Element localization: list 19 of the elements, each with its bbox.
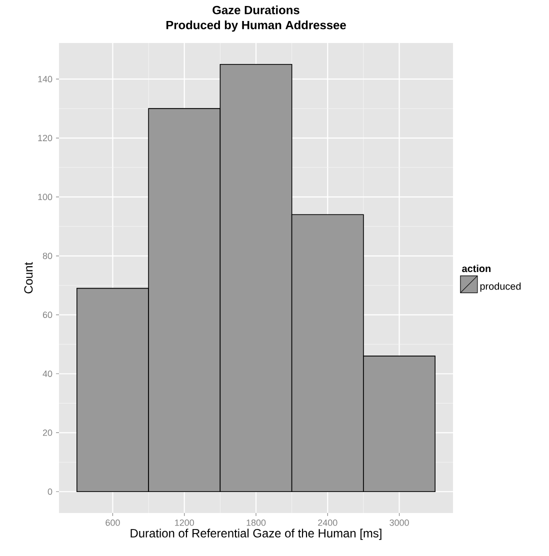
y-tick-label: 140 xyxy=(38,76,52,82)
x-tick-label: 3000 xyxy=(390,519,409,526)
x-tick-label: 1200 xyxy=(175,519,194,526)
y-axis-title: Count xyxy=(24,262,33,294)
y-tick-label: 0 xyxy=(48,488,52,495)
y-tick-label: 60 xyxy=(42,312,52,318)
x-tick-label: 600 xyxy=(106,519,120,526)
y-tick-label: 40 xyxy=(42,370,52,377)
x-tick-label: 1800 xyxy=(246,519,266,526)
legend-title: action xyxy=(462,264,491,272)
y-tick-label: 100 xyxy=(38,194,52,200)
legend-label: produced xyxy=(480,282,521,292)
y-tick-label: 120 xyxy=(38,134,52,142)
x-axis-title: Duration of Referential Gaze of the Human [ms] xyxy=(130,528,382,540)
x-tick-label: 2400 xyxy=(318,519,338,526)
chart-subtitle: Produced by Human Addressee xyxy=(166,20,346,32)
y-tick-label: 80 xyxy=(42,252,52,260)
chart-title: Gaze Durations xyxy=(212,6,300,14)
y-tick-label: 20 xyxy=(42,430,52,436)
